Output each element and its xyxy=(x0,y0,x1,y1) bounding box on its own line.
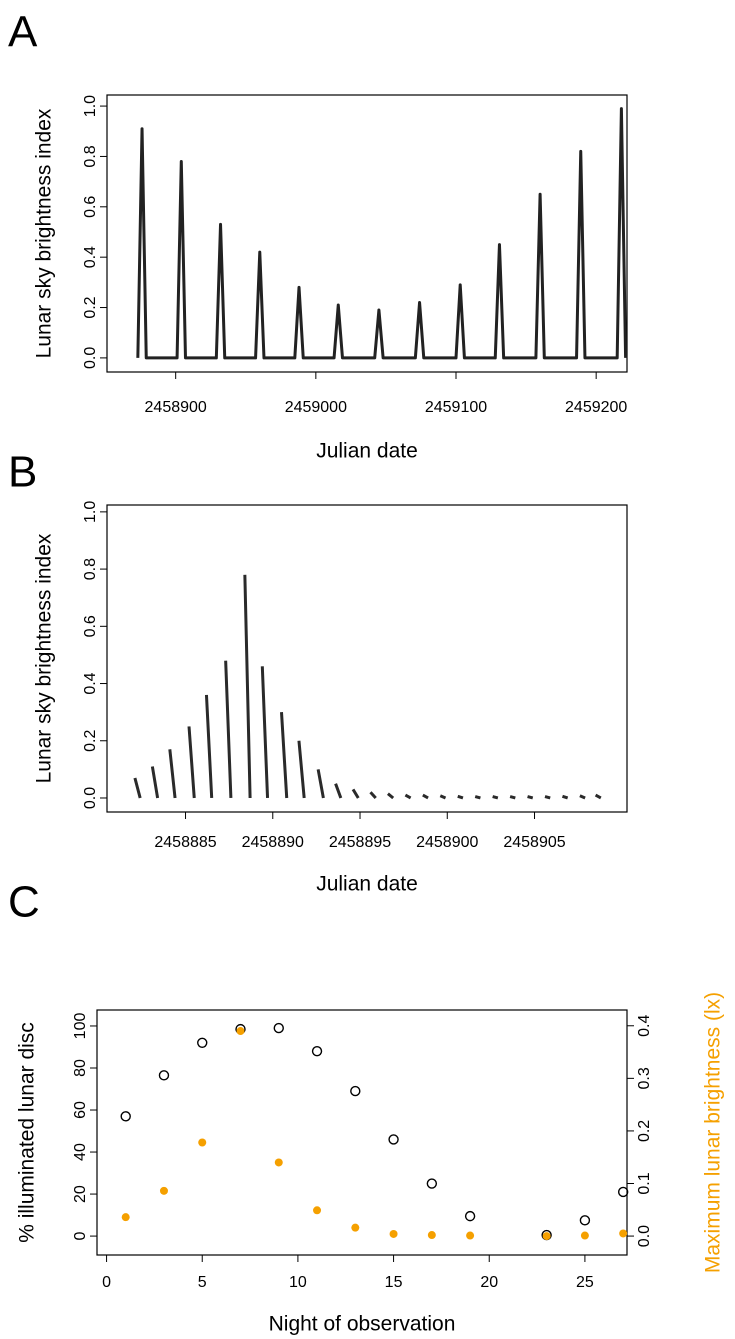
data-point xyxy=(427,1231,436,1240)
x-tick-label: 20 xyxy=(480,1274,498,1291)
data-point xyxy=(389,1229,398,1238)
y-tick-label: 60 xyxy=(72,1101,89,1119)
y-axis-label: % illuminated lunar disc xyxy=(16,1022,39,1243)
y-tick-label: 1.0 xyxy=(82,95,99,117)
y-tick-label: 0.6 xyxy=(82,196,99,218)
y2-tick-label: 0.0 xyxy=(636,1225,653,1247)
y-tick-label: 1.0 xyxy=(82,501,99,523)
data-line xyxy=(136,107,628,360)
y-tick-label: 0.6 xyxy=(82,615,99,637)
y-tick-label: 0.2 xyxy=(82,730,99,752)
x-tick-label: 25 xyxy=(576,1274,594,1291)
plot-frame xyxy=(106,504,628,813)
y2-tick-label: 0.1 xyxy=(636,1172,653,1194)
x-tick-label: 2459100 xyxy=(425,399,487,416)
y-tick-label: 80 xyxy=(72,1059,89,1077)
data-point xyxy=(351,1223,360,1232)
y-tick-label: 20 xyxy=(72,1185,89,1203)
data-point xyxy=(158,1070,170,1081)
y-tick-label: 0.2 xyxy=(82,296,99,318)
data-line xyxy=(133,574,602,800)
data-point xyxy=(313,1206,322,1215)
data-point xyxy=(619,1229,628,1238)
data-point xyxy=(236,1027,245,1036)
y-tick-label: 0.8 xyxy=(82,145,99,167)
y2-tick-label: 0.3 xyxy=(636,1067,653,1089)
y-tick-label: 0 xyxy=(72,1232,89,1241)
y-tick-label: 0.8 xyxy=(82,558,99,580)
y2-tick-label: 0.2 xyxy=(636,1120,653,1142)
y-axis-label: Lunar sky brightness index xyxy=(33,108,56,358)
x-axis-label: Julian date xyxy=(316,440,418,463)
x-tick-label: 15 xyxy=(385,1274,403,1291)
panel-letter: A xyxy=(8,8,38,57)
plot-frame xyxy=(96,1009,628,1256)
y-tick-label: 0.0 xyxy=(82,787,99,809)
x-tick-label: 2458900 xyxy=(145,399,207,416)
x-tick-label: 0 xyxy=(102,1274,111,1291)
x-tick-label: 2458895 xyxy=(329,834,391,851)
data-point xyxy=(464,1210,476,1222)
data-point xyxy=(197,1037,208,1048)
data-point xyxy=(580,1231,589,1240)
y2-axis-label: Maximum lunar brightness (lx) xyxy=(702,992,725,1273)
x-tick-label: 2458900 xyxy=(416,834,478,851)
data-point xyxy=(198,1138,207,1147)
y2-tick-label: 0.4 xyxy=(636,1015,653,1037)
y-tick-label: 100 xyxy=(72,1013,89,1040)
x-tick-label: 2458885 xyxy=(154,834,216,851)
y-tick-label: 40 xyxy=(72,1143,89,1161)
data-point xyxy=(426,1178,438,1189)
x-tick-label: 2458905 xyxy=(503,834,565,851)
y-tick-label: 0.0 xyxy=(82,347,99,369)
data-point xyxy=(388,1134,399,1145)
data-point xyxy=(274,1158,283,1167)
data-point xyxy=(311,1045,323,1057)
x-tick-label: 2459200 xyxy=(565,399,627,416)
data-point xyxy=(542,1232,551,1241)
x-tick-label: 10 xyxy=(289,1274,307,1291)
x-axis-label: Night of observation xyxy=(269,1313,456,1336)
data-point xyxy=(121,1213,130,1222)
y-tick-label: 0.4 xyxy=(82,246,99,268)
panel-letter: B xyxy=(8,448,37,497)
y-tick-label: 0.4 xyxy=(82,672,99,694)
panel-letter: C xyxy=(8,878,40,927)
x-tick-label: 5 xyxy=(198,1274,207,1291)
y-axis-label: Lunar sky brightness index xyxy=(33,533,56,783)
data-point xyxy=(579,1215,591,1226)
x-axis-label: Julian date xyxy=(316,873,418,896)
plot-frame xyxy=(106,94,628,373)
data-point xyxy=(159,1186,168,1195)
data-point xyxy=(350,1085,361,1097)
x-tick-label: 2459000 xyxy=(285,399,347,416)
data-point xyxy=(466,1231,475,1240)
data-point xyxy=(273,1022,284,1034)
data-point xyxy=(120,1111,131,1122)
data-point xyxy=(617,1186,629,1198)
x-tick-label: 2458890 xyxy=(242,834,304,851)
